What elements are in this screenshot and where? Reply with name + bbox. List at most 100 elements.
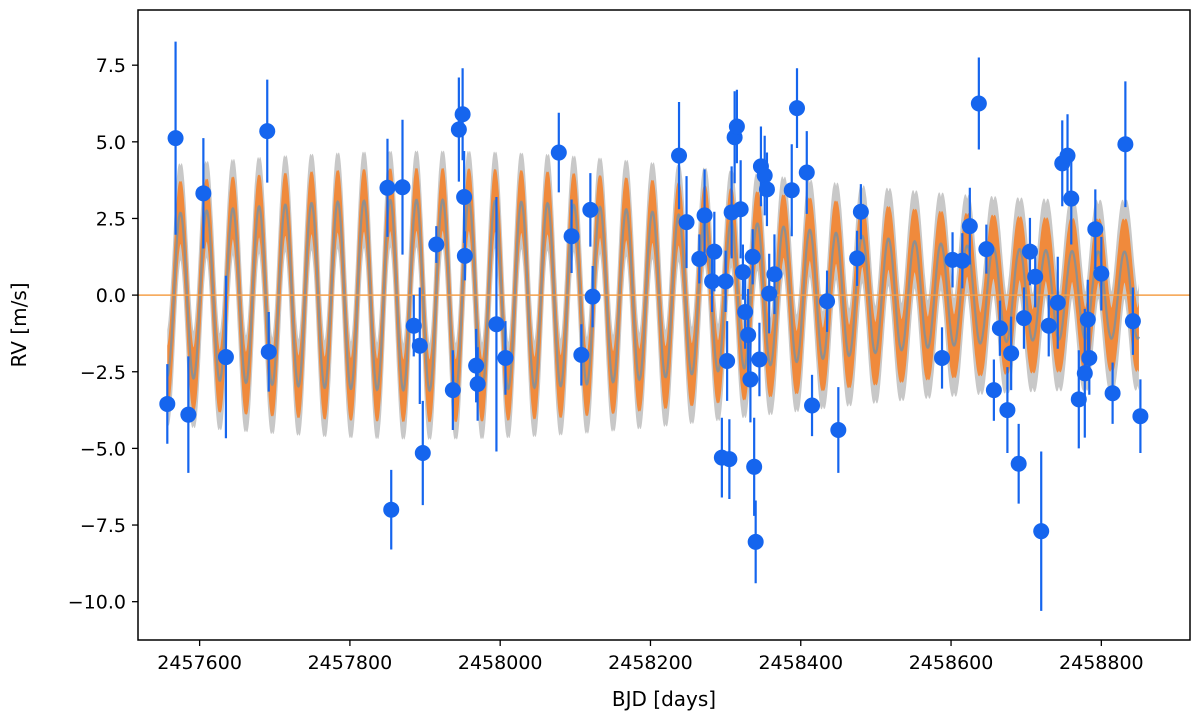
- data-point: [411, 337, 428, 354]
- x-tick-label: 2458800: [1059, 652, 1144, 674]
- data-point: [456, 189, 473, 206]
- data-point: [934, 349, 951, 366]
- data-point: [751, 351, 768, 368]
- data-point: [450, 121, 467, 138]
- data-point: [789, 100, 806, 117]
- data-point: [469, 376, 486, 393]
- data-point: [728, 118, 745, 135]
- data-point: [954, 252, 971, 269]
- data-point: [798, 164, 815, 181]
- y-tick-label: −10.0: [68, 592, 126, 614]
- x-axis: 2457600 2457800 2458000 2458200 2458400 24586…: [157, 640, 1144, 674]
- x-tick-label: 2458600: [909, 652, 994, 674]
- data-point: [1015, 310, 1032, 327]
- data-point: [379, 179, 396, 196]
- y-tick-label: 2.5: [96, 208, 126, 230]
- data-point: [582, 201, 599, 218]
- data-point: [696, 207, 713, 224]
- data-point: [456, 247, 473, 264]
- data-point: [721, 451, 738, 468]
- data-point: [1010, 455, 1027, 472]
- data-point: [217, 349, 234, 366]
- data-point: [691, 250, 708, 267]
- data-point: [1104, 385, 1121, 402]
- data-point: [819, 293, 836, 310]
- data-point: [746, 458, 763, 475]
- model-outer-band: [167, 150, 1139, 440]
- data-point: [468, 357, 485, 374]
- y-tick-label: −2.5: [80, 362, 126, 384]
- x-tick-label: 2458000: [458, 652, 543, 674]
- data-point: [740, 326, 757, 343]
- data-point: [260, 343, 277, 360]
- data-point: [1033, 523, 1050, 540]
- data-point: [444, 382, 461, 399]
- data-point: [706, 243, 723, 260]
- data-point: [259, 123, 276, 140]
- data-point: [1079, 311, 1096, 328]
- data-point: [678, 214, 695, 231]
- y-tick-label: 5.0: [96, 132, 126, 154]
- data-point: [195, 185, 212, 202]
- data-point: [991, 320, 1008, 337]
- data-point: [1040, 317, 1057, 334]
- data-point: [1132, 408, 1149, 425]
- data-point: [1059, 147, 1076, 164]
- x-tick-label: 2458200: [608, 652, 693, 674]
- data-point: [573, 346, 590, 363]
- y-tick-label: −5.0: [80, 438, 126, 460]
- data-point: [167, 130, 184, 147]
- data-point: [978, 241, 995, 258]
- data-point: [849, 250, 866, 267]
- data-point: [1027, 268, 1044, 285]
- y-axis-label: RV [m/s]: [7, 282, 31, 367]
- data-point: [671, 147, 688, 164]
- data-point: [783, 182, 800, 199]
- data-point: [497, 349, 514, 366]
- data-point: [970, 95, 987, 112]
- data-point: [761, 285, 778, 302]
- y-tick-label: −7.5: [80, 515, 126, 537]
- data-point: [414, 444, 431, 461]
- data-point: [758, 181, 775, 198]
- data-points-layer: [159, 95, 1149, 550]
- data-point: [1087, 221, 1104, 238]
- data-point: [1117, 136, 1134, 153]
- data-point: [1063, 190, 1080, 207]
- y-tick-label: 0.0: [96, 285, 126, 307]
- data-point: [1081, 349, 1098, 366]
- data-point: [1093, 265, 1110, 282]
- data-point: [394, 179, 411, 196]
- data-point: [488, 316, 505, 333]
- data-point: [734, 264, 751, 281]
- data-point: [584, 288, 601, 305]
- data-point: [747, 533, 764, 550]
- data-point: [405, 317, 422, 334]
- data-point: [756, 167, 773, 184]
- model-mean-line: [166, 198, 1140, 393]
- plot-frame: [137, 9, 1191, 641]
- data-point: [961, 218, 978, 235]
- data-point: [719, 353, 736, 370]
- data-point: [704, 273, 721, 290]
- data-point: [999, 402, 1016, 419]
- data-point: [766, 266, 783, 283]
- data-point: [852, 203, 869, 220]
- y-axis: −10.0 −7.5 −5.0 −2.5 0.0 2.5 5.0 7.5: [68, 55, 138, 614]
- data-point: [830, 422, 847, 438]
- data-point: [550, 144, 567, 161]
- data-point: [159, 395, 176, 412]
- data-point: [1021, 243, 1038, 260]
- data-point: [1003, 345, 1020, 362]
- data-point: [804, 397, 821, 414]
- x-tick-label: 2457600: [157, 652, 242, 674]
- data-point: [1049, 294, 1066, 311]
- data-point: [737, 303, 754, 320]
- x-tick-label: 2457800: [308, 652, 393, 674]
- data-point: [454, 106, 471, 123]
- data-point: [1070, 391, 1087, 408]
- data-point: [742, 371, 759, 388]
- data-point: [1124, 313, 1141, 330]
- data-point: [383, 501, 400, 518]
